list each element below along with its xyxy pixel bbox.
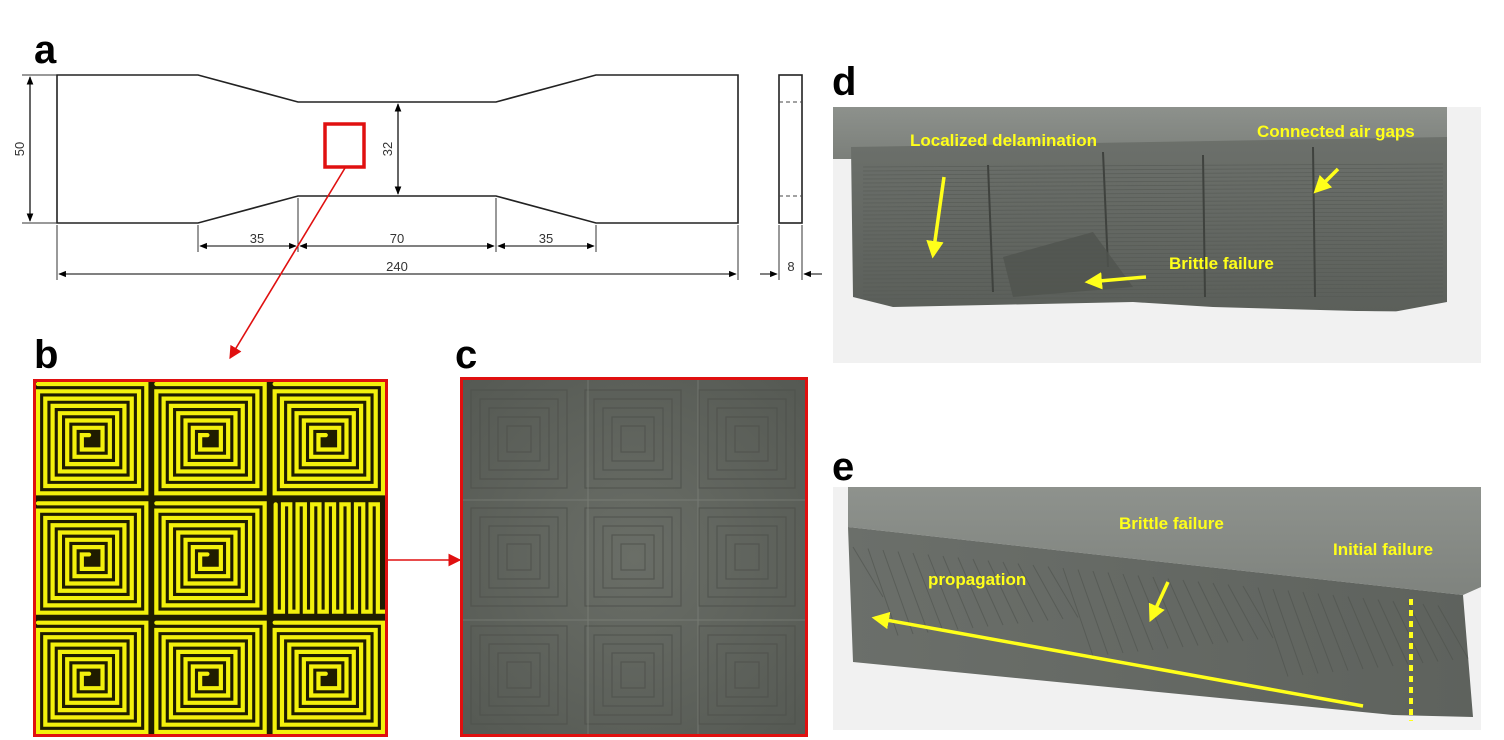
panel-label-e: e: [832, 445, 855, 489]
annotation-brittle-failure-e: Brittle failure: [1119, 514, 1224, 533]
region-highlight-box: [323, 122, 366, 169]
panel-label-b: b: [34, 333, 59, 377]
annotation-connected-air-gaps: Connected air gaps: [1257, 122, 1415, 141]
printed-surface-photo: [460, 377, 808, 737]
annotation-localized-delamination: Localized delamination: [910, 131, 1098, 150]
fracture-photo-d: Localized delamination Connected air gap…: [833, 107, 1481, 363]
dim-height-total: 50: [12, 142, 27, 156]
dim-height-gauge: 32: [380, 142, 395, 156]
toolpath-pattern: [33, 379, 388, 737]
annotation-propagation: propagation: [928, 570, 1027, 589]
zoom-arrow-a-to-b: [229, 167, 346, 360]
zoom-arrow-b-to-c: [388, 553, 462, 567]
fracture-photo-e: Brittle failure Initial failure propagat…: [833, 487, 1481, 730]
annotation-initial-failure: Initial failure: [1333, 540, 1434, 559]
specimen-drawing: 50 32 35 70 35 240 8: [12, 74, 822, 360]
dim-len-total: 240: [386, 259, 408, 274]
annotation-brittle-failure-d: Brittle failure: [1169, 254, 1274, 273]
dim-len-taper-right: 35: [539, 231, 553, 246]
panel-label-d: d: [832, 60, 857, 104]
panel-label-c: c: [455, 333, 478, 377]
specimen-side-view: [778, 74, 803, 224]
dim-len-gauge: 70: [390, 231, 404, 246]
panel-label-a: a: [34, 28, 57, 72]
dim-len-taper-left: 35: [250, 231, 264, 246]
specimen-outline: [56, 74, 739, 224]
dim-thickness: 8: [787, 259, 794, 274]
